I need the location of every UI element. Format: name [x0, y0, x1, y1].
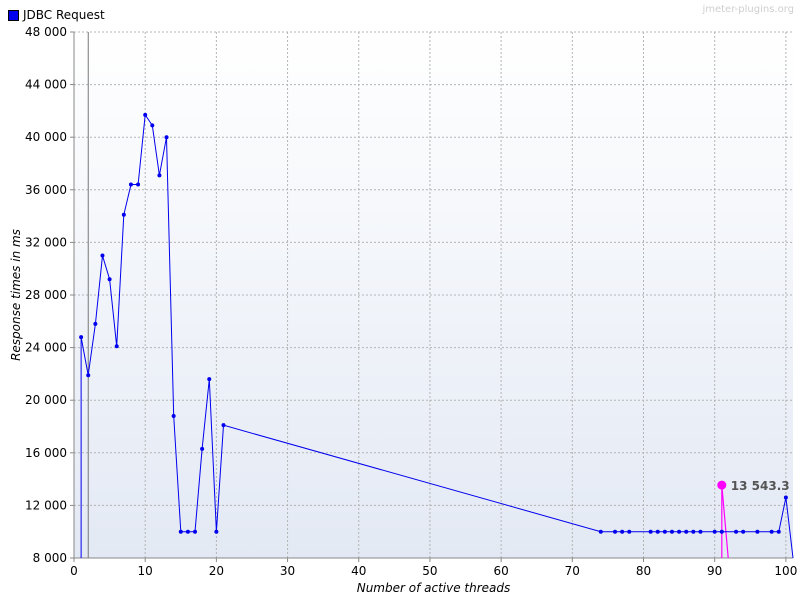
- y-tick-label: 28 000: [25, 288, 67, 302]
- watermark: jmeter-plugins.org: [702, 4, 794, 15]
- data-point: [669, 529, 674, 534]
- x-tick-label: 40: [351, 564, 366, 578]
- data-point: [143, 112, 148, 117]
- data-point: [655, 529, 660, 534]
- data-point: [734, 529, 739, 534]
- y-tick-label: 40 000: [25, 130, 67, 144]
- data-point: [178, 529, 183, 534]
- x-tick-label: 80: [636, 564, 651, 578]
- y-tick-label: 16 000: [25, 446, 67, 460]
- data-point: [93, 321, 98, 326]
- data-point: [114, 344, 119, 349]
- x-tick-label: 60: [493, 564, 508, 578]
- x-tick-label: 30: [280, 564, 295, 578]
- data-point: [662, 529, 667, 534]
- y-tick-label: 12 000: [25, 498, 67, 512]
- data-point: [719, 529, 724, 534]
- data-point: [150, 123, 155, 128]
- highlight-point: [717, 480, 727, 490]
- data-point: [100, 253, 105, 258]
- y-tick-label: 20 000: [25, 393, 67, 407]
- data-point: [698, 529, 703, 534]
- data-point: [121, 212, 126, 217]
- data-point: [207, 377, 212, 382]
- data-point: [783, 495, 788, 500]
- data-point: [598, 529, 603, 534]
- data-point: [769, 529, 774, 534]
- x-axis-title: Number of active threads: [357, 581, 511, 595]
- data-point: [164, 135, 169, 140]
- legend-swatch: [8, 9, 19, 21]
- data-point: [193, 529, 198, 534]
- data-point: [677, 529, 682, 534]
- data-point: [171, 413, 176, 418]
- y-tick-label: 48 000: [25, 25, 67, 39]
- x-tick-label: 50: [422, 564, 437, 578]
- data-point: [136, 182, 141, 187]
- highlight-label: 13 543.3: [731, 479, 790, 493]
- plot-area: [74, 32, 793, 558]
- data-point: [157, 173, 162, 178]
- series-line: [80, 113, 794, 559]
- data-point: [185, 529, 190, 534]
- data-point: [613, 529, 618, 534]
- data-point: [755, 529, 760, 534]
- x-tick-label: 20: [209, 564, 224, 578]
- y-axis-title: Response times in ms: [9, 229, 23, 361]
- y-tick-label: 24 000: [25, 341, 67, 355]
- y-tick-label: 32 000: [25, 235, 67, 249]
- y-tick-label: 44 000: [25, 78, 67, 92]
- data-point: [627, 529, 632, 534]
- highlight-drop-line: [721, 485, 729, 559]
- data-point: [107, 277, 112, 282]
- x-tick-label: 10: [138, 564, 153, 578]
- data-point: [691, 529, 696, 534]
- data-point: [741, 529, 746, 534]
- x-tick-label: 70: [565, 564, 580, 578]
- data-point: [128, 182, 133, 187]
- legend-label: JDBC Request: [23, 8, 105, 22]
- x-tick-label: 0: [70, 564, 78, 578]
- data-point: [86, 373, 91, 378]
- data-point: [214, 529, 219, 534]
- x-tick-label: 100: [774, 564, 797, 578]
- data-point: [712, 529, 717, 534]
- data-point: [620, 529, 625, 534]
- data-point: [79, 335, 84, 340]
- legend: JDBC Request: [8, 8, 105, 22]
- y-tick-label: 36 000: [25, 183, 67, 197]
- data-point: [221, 423, 226, 428]
- data-point: [776, 529, 781, 534]
- data-point: [200, 446, 205, 451]
- y-tick-label: 8 000: [33, 551, 67, 565]
- data-point: [684, 529, 689, 534]
- data-point: [648, 529, 653, 534]
- x-tick-label: 90: [707, 564, 722, 578]
